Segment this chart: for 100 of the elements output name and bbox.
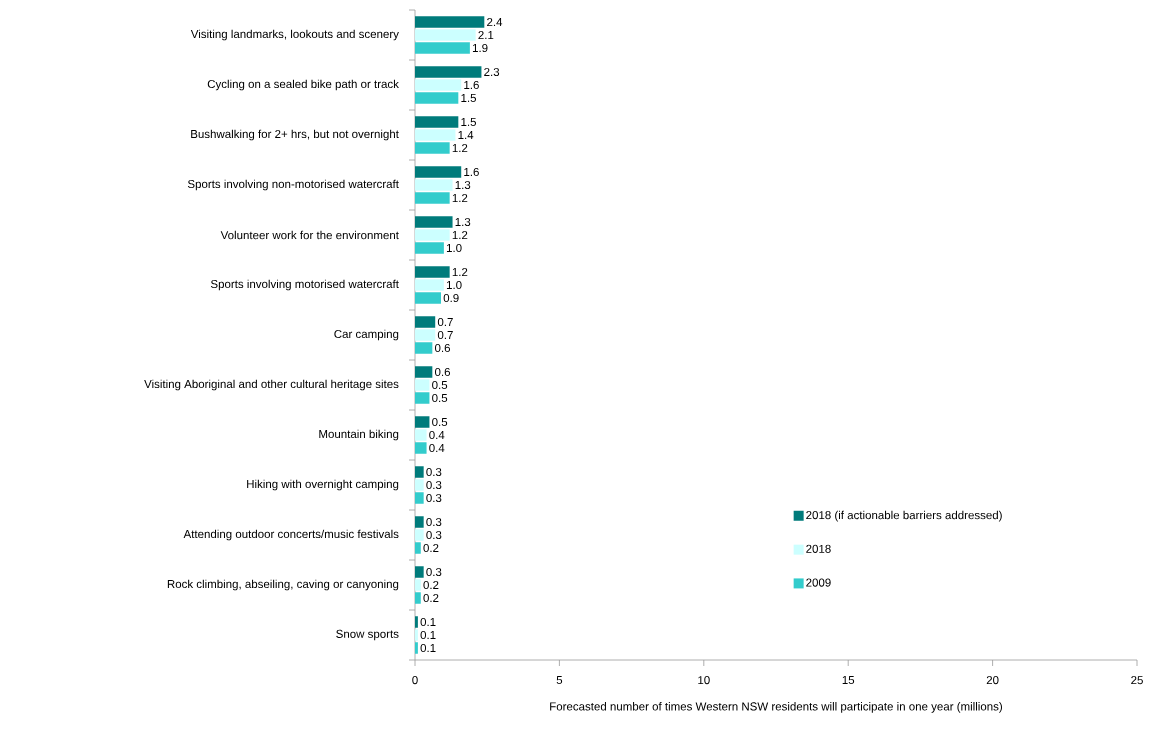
- data-label: 1.5: [461, 118, 477, 127]
- data-label: 1.2: [452, 193, 468, 203]
- data-label: 1.2: [452, 143, 468, 153]
- bar: [415, 266, 450, 278]
- y-tick-label: Cycling on a sealed bike path or track: [207, 79, 399, 91]
- bar: [415, 366, 433, 378]
- data-label: 0.6: [434, 367, 450, 377]
- bar: [415, 42, 470, 54]
- data-label: 1.6: [464, 80, 479, 90]
- data-label: 0.5: [432, 393, 448, 403]
- data-label: 2.4: [487, 17, 503, 27]
- y-tick-label: Volunteer work for the environment: [220, 230, 399, 240]
- legend-label: 2018: [806, 544, 831, 553]
- bar: [415, 579, 421, 591]
- data-label: 1.2: [452, 267, 468, 277]
- y-tick-label: Visiting Aboriginal and other cultural heritage sites: [144, 379, 399, 391]
- data-label: 0.1: [420, 643, 436, 653]
- bar: [415, 379, 430, 391]
- bar: [415, 629, 418, 641]
- y-tick-label: Attending outdoor concerts/music festivals: [183, 529, 399, 541]
- data-label: 0.2: [423, 543, 439, 553]
- y-tick-label: Sports involving motorised watercraft: [210, 279, 399, 291]
- data-label: 1.4: [458, 131, 474, 139]
- data-label: 1.3: [455, 217, 471, 227]
- x-tick-label: 10: [698, 676, 710, 685]
- y-tick-label: Mountain biking: [319, 429, 399, 441]
- x-axis-title: Forecasted number of times Western NSW residents will participate in one year (millions): [550, 702, 1002, 713]
- data-label: 2.1: [478, 30, 494, 40]
- data-label: 0.3: [426, 530, 442, 540]
- y-tick-label: Visiting landmarks, lookouts and scenery: [190, 29, 399, 41]
- legend-label: 2018 (if actionable barriers addressed): [806, 510, 1002, 522]
- bar: [415, 342, 433, 354]
- data-label: 1.9: [472, 43, 488, 53]
- data-label: 0.9: [443, 293, 459, 303]
- data-label: 0.3: [426, 493, 442, 503]
- data-label: 1.0: [446, 243, 462, 253]
- bar: [415, 442, 427, 454]
- data-label: 0.1: [420, 617, 436, 627]
- bar: [415, 566, 424, 578]
- bar: [415, 529, 424, 541]
- bar: [415, 429, 427, 441]
- x-tick-label: 15: [842, 676, 855, 685]
- data-label: 0.3: [426, 467, 442, 477]
- data-label: 0.1: [420, 630, 436, 640]
- bar: [415, 142, 450, 154]
- data-label: 1.3: [455, 180, 471, 190]
- data-label: 0.4: [429, 443, 445, 453]
- bar: [415, 329, 436, 341]
- bar: [415, 66, 482, 78]
- bar: [415, 466, 424, 478]
- bar: [415, 416, 430, 428]
- data-label: 0.2: [423, 593, 439, 603]
- y-tick-label: Car camping: [334, 329, 399, 341]
- bar: [415, 216, 453, 228]
- data-label: 1.0: [446, 280, 462, 290]
- bar: [415, 79, 462, 91]
- data-label: 0.7: [437, 330, 453, 340]
- x-tick-label: 20: [986, 676, 999, 685]
- data-label: 0.4: [429, 430, 445, 440]
- bar: [415, 292, 441, 304]
- y-tick-label: Hiking with overnight camping: [247, 479, 399, 491]
- y-tick-label: Bushwalking for 2+ hrs, but not overnight: [191, 129, 399, 141]
- data-label: 0.5: [432, 417, 448, 427]
- x-tick-label: 5: [556, 676, 563, 685]
- data-label: 1.6: [464, 167, 479, 177]
- bar: [415, 92, 459, 104]
- data-label: 1.5: [461, 94, 477, 103]
- data-label: 0.6: [434, 343, 450, 353]
- bar: [415, 479, 424, 491]
- bar: [415, 316, 436, 328]
- x-tick-label: 0: [412, 676, 418, 685]
- bar: [415, 516, 424, 528]
- bar: [415, 542, 421, 554]
- bar: [415, 616, 418, 628]
- data-label: 0.3: [426, 480, 442, 490]
- bar: [415, 392, 430, 404]
- bar: [415, 116, 459, 128]
- bar: [415, 229, 450, 241]
- y-tick-label: Rock climbing, abseiling, caving or canyoning: [167, 579, 399, 591]
- bar: [415, 179, 453, 191]
- data-label: 2.3: [484, 67, 500, 77]
- y-tick-label: Snow sports: [336, 629, 399, 641]
- bar: [415, 192, 450, 204]
- data-label: 0.3: [426, 567, 442, 577]
- data-label: 0.7: [437, 317, 453, 327]
- bar: [415, 592, 421, 604]
- bar: [415, 129, 456, 141]
- x-tick-label: 25: [1131, 676, 1143, 685]
- bar: [415, 166, 462, 178]
- bar: [415, 642, 418, 654]
- bar: [415, 242, 444, 254]
- data-label: 1.2: [452, 230, 468, 240]
- data-label: 0.2: [423, 580, 439, 590]
- data-label: 0.5: [432, 380, 448, 390]
- data-label: 0.3: [426, 517, 442, 527]
- bar: [415, 29, 476, 41]
- bar: [415, 16, 485, 28]
- bar: [415, 279, 444, 291]
- legend-label: 2009: [806, 578, 831, 587]
- bar: [415, 492, 424, 504]
